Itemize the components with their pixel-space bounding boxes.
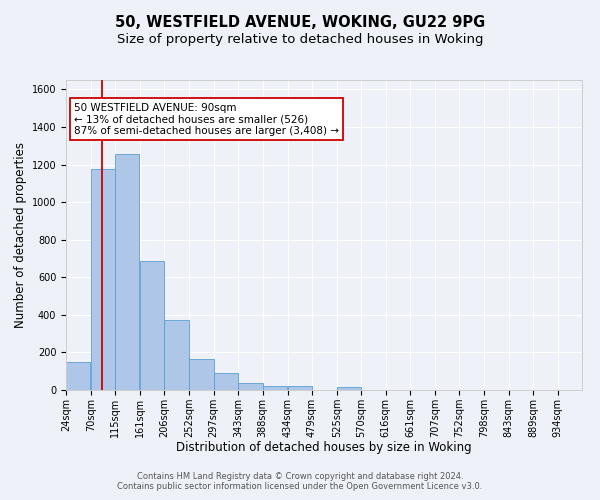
Text: 50 WESTFIELD AVENUE: 90sqm
← 13% of detached houses are smaller (526)
87% of sem: 50 WESTFIELD AVENUE: 90sqm ← 13% of deta… — [74, 102, 339, 136]
Text: Contains public sector information licensed under the Open Government Licence v3: Contains public sector information licen… — [118, 482, 482, 491]
Text: Size of property relative to detached houses in Woking: Size of property relative to detached ho… — [117, 32, 483, 46]
Bar — [140, 262, 164, 390]
Y-axis label: Number of detached properties: Number of detached properties — [14, 142, 28, 328]
Bar — [263, 386, 287, 390]
Bar — [214, 373, 238, 390]
X-axis label: Distribution of detached houses by size in Woking: Distribution of detached houses by size … — [176, 442, 472, 454]
Bar — [287, 386, 312, 390]
Bar — [238, 384, 263, 390]
Bar — [189, 359, 214, 390]
Bar — [164, 320, 188, 390]
Bar — [66, 362, 91, 390]
Text: Contains HM Land Registry data © Crown copyright and database right 2024.: Contains HM Land Registry data © Crown c… — [137, 472, 463, 481]
Text: 50, WESTFIELD AVENUE, WOKING, GU22 9PG: 50, WESTFIELD AVENUE, WOKING, GU22 9PG — [115, 15, 485, 30]
Bar — [91, 169, 115, 390]
Bar — [337, 387, 361, 390]
Bar — [115, 154, 139, 390]
